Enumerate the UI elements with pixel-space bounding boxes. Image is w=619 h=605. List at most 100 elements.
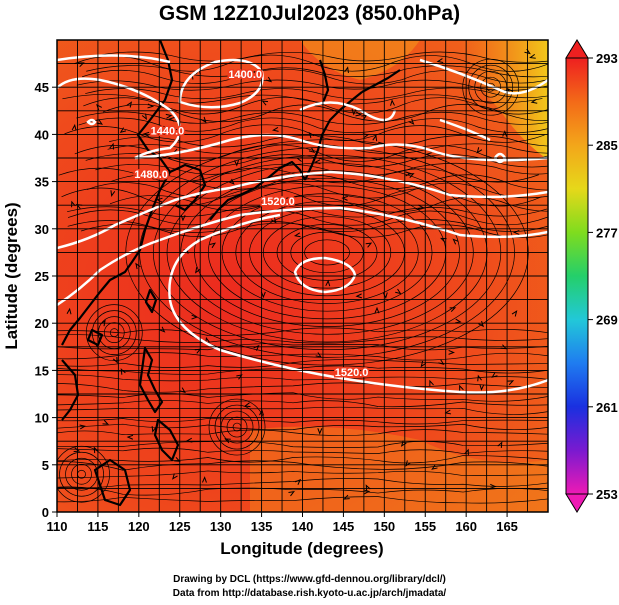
streamline-arrow (119, 127, 127, 134)
streamline-arrow (293, 232, 301, 238)
contour-label: 1520.0 (335, 367, 369, 379)
warm-region-north (300, 40, 420, 80)
streamline (214, 404, 260, 450)
streamline-arrow (294, 478, 302, 485)
contour-1520-north (57, 206, 548, 307)
colorbar-bottom-arrow (565, 493, 589, 513)
colorbar-tick-label: 293 (596, 51, 618, 66)
streamline (57, 382, 548, 393)
streamline-arrow (172, 473, 178, 480)
streamline-arrow (126, 101, 133, 108)
streamline (57, 447, 548, 454)
credit-drawing: Drawing by DCL (https://www.gfd-dennou.o… (173, 574, 446, 585)
streamline-arrow (489, 483, 497, 489)
x-tick-label: 165 (496, 519, 518, 534)
streamline-arrow (365, 242, 373, 248)
coastline-kuril (361, 69, 401, 93)
streamline-arrow (110, 190, 116, 197)
y-tick-label: 25 (35, 269, 49, 284)
streamline-arrow (479, 384, 485, 391)
streamline-arrow (507, 380, 515, 386)
streamline-arrow (155, 197, 163, 203)
streamline (57, 496, 548, 504)
streamline (57, 486, 548, 496)
lat-lon-grid (57, 40, 548, 512)
streamline (57, 352, 548, 361)
contour-high-center (293, 256, 357, 294)
streamline-arrow (151, 426, 157, 433)
streamline-arrow (236, 374, 243, 380)
streamline-arrow (234, 160, 240, 167)
coastline-borneo (93, 458, 132, 507)
x-tick-label: 110 (47, 519, 68, 534)
x-tick-label: 145 (333, 519, 355, 534)
coastline-taiwan (144, 288, 158, 314)
colorbar-tick-label: 269 (596, 313, 618, 328)
streamline (57, 478, 548, 489)
streamline-arrow (141, 113, 147, 121)
streamline-arrow (112, 357, 118, 364)
streamline-arrow (452, 238, 459, 245)
streamline-arrow (454, 318, 462, 324)
x-tick-label: 160 (455, 519, 477, 534)
streamline-arrow (191, 314, 198, 320)
colorbar-top-arrow (565, 39, 589, 59)
streamline-arrow (425, 152, 432, 158)
streamline (208, 398, 266, 456)
streamline-arrow (476, 147, 483, 154)
streamline-arrow (355, 111, 363, 117)
x-axis-label: Longitude (degrees) (220, 539, 383, 558)
streamline-arrow (78, 62, 85, 68)
streamline-arrow (168, 116, 175, 122)
streamline-arrow (202, 476, 207, 483)
streamline-arrow (313, 159, 321, 165)
coastline-philippines-south (153, 418, 180, 462)
contour-1440-b (134, 133, 548, 162)
streamline-arrow (355, 293, 363, 299)
streamline-arrow (497, 441, 503, 448)
y-tick-label: 30 (35, 222, 49, 237)
streamline-arrow (66, 307, 72, 315)
streamline-arrow (477, 374, 482, 382)
coastline-japan-north (304, 91, 363, 181)
colorbar-tick-label: 285 (596, 138, 618, 153)
streamline-arrow (438, 359, 445, 365)
streamline-arrow (308, 147, 316, 154)
colorbar-tick-label: 277 (596, 225, 618, 240)
streamline-arrow (228, 178, 235, 185)
streamline-arrow (343, 494, 350, 500)
streamline (78, 117, 548, 134)
streamline-arrow (126, 434, 134, 440)
streamline-arrow (374, 306, 380, 314)
streamline-arrow (459, 384, 464, 392)
streamline (57, 418, 548, 425)
colorbar-gradient (565, 57, 589, 495)
streamline-arrow (180, 214, 186, 222)
x-tick-label: 125 (169, 519, 191, 534)
streamline-arrow (261, 100, 269, 106)
contour-label: 1400.0 (228, 69, 262, 81)
credit-data-source: Data from http://database.rish.kyoto-u.a… (172, 588, 447, 599)
streamline-arrow (440, 237, 447, 243)
streamline-arrow (93, 446, 99, 454)
streamline-arrow (288, 490, 295, 497)
x-tick-label: 155 (414, 519, 436, 534)
y-axis-ticks: 0 5 10 15 20 25 30 35 40 45 (35, 80, 57, 520)
chart-title: GSM 12Z10Jul2023 (850.0hPa) (158, 2, 461, 25)
streamline-arrow (344, 66, 349, 73)
colorbar-ticks: 293 285 277 269 261 253 (588, 51, 618, 502)
streamline-arrow (271, 126, 279, 132)
streamline-arrow (265, 76, 273, 83)
streamline (91, 310, 137, 355)
x-tick-label: 130 (210, 519, 232, 534)
contour-labels: 1400.0 1440.0 1480.0 1520.0 1520.0 (133, 67, 370, 380)
streamline (85, 304, 143, 361)
contour-small-nw (86, 118, 97, 126)
streamline (226, 416, 248, 438)
streamline-arrow (417, 204, 425, 210)
streamline (57, 455, 548, 464)
streamline-arrow (71, 123, 77, 131)
streamline-arrow (372, 134, 378, 142)
streamline-arrow (529, 53, 536, 59)
